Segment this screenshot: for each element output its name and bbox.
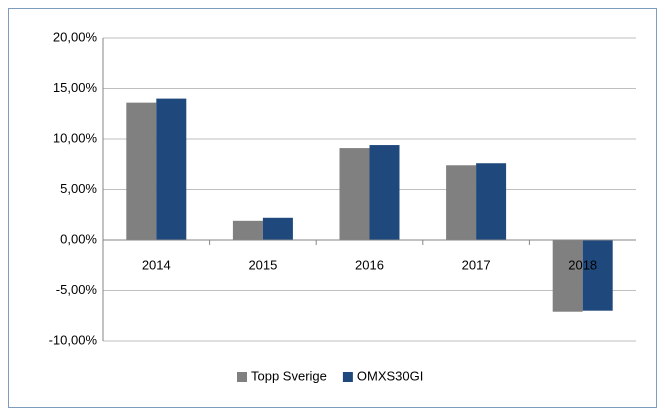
bar (262, 217, 293, 240)
y-tick-label: -5,00% (56, 282, 98, 297)
legend-label: OMXS30GI (357, 368, 423, 383)
y-tick-label: 10,00% (53, 130, 98, 145)
legend-swatch (342, 372, 353, 382)
bar (126, 102, 157, 240)
y-tick-label: 0,00% (60, 231, 97, 246)
x-tick-label: 2016 (355, 257, 384, 272)
x-tick-label: 2017 (462, 257, 491, 272)
legend-label: Topp Sverige (251, 368, 327, 383)
chart-frame (8, 8, 657, 408)
x-tick-label: 2015 (248, 257, 277, 272)
y-tick-label: 20,00% (53, 29, 98, 44)
bar (582, 240, 613, 311)
legend-swatch (237, 372, 247, 382)
y-tick-label: 15,00% (53, 80, 98, 95)
bar (552, 240, 583, 312)
x-tick-label: 2014 (142, 257, 171, 272)
y-tick-label: 5,00% (60, 181, 97, 196)
y-tick-label: -10,00% (49, 332, 98, 347)
bar (339, 148, 370, 240)
bar (446, 165, 477, 240)
bar (232, 220, 263, 240)
bar (369, 145, 400, 240)
bar (476, 163, 507, 240)
x-tick-label: 2018 (568, 257, 597, 272)
bar (156, 98, 187, 240)
